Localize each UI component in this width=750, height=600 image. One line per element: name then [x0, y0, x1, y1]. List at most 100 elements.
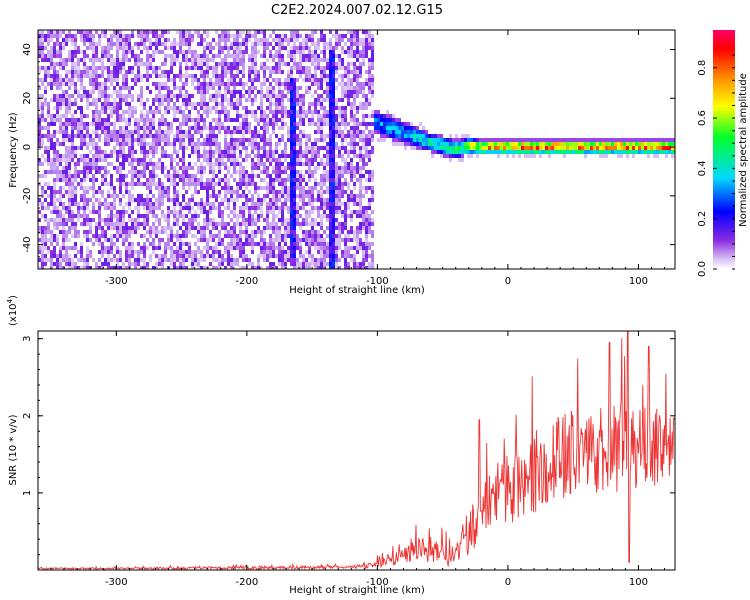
- spectrogram-cell: [122, 42, 125, 46]
- spectrogram-cell: [176, 162, 179, 166]
- spectrogram-cell: [296, 194, 299, 198]
- spectrogram-cell: [329, 198, 332, 202]
- spectrogram-cell: [170, 90, 173, 94]
- spectrogram-cell: [230, 266, 233, 269]
- spectrogram-cell: [458, 158, 461, 162]
- spectrogram-cell: [83, 38, 86, 42]
- spectrogram-cell: [92, 158, 95, 162]
- spectrogram-cell: [215, 146, 218, 150]
- spectrogram-cell: [269, 50, 272, 54]
- spectrogram-cell: [371, 262, 374, 266]
- spectrogram-cell: [338, 186, 341, 190]
- spectrogram-cell: [62, 158, 65, 162]
- spectrogram-cell: [317, 86, 320, 90]
- spectrogram-cell: [182, 122, 185, 126]
- spectrogram-cell: [65, 90, 68, 94]
- spectrogram-cell: [167, 198, 170, 202]
- spectrogram-cell: [86, 218, 89, 222]
- spectrogram-cell: [293, 262, 296, 266]
- spectrogram-cell: [143, 154, 146, 158]
- spectrogram-cell: [350, 150, 353, 154]
- spectrogram-cell: [182, 58, 185, 62]
- spectrogram-cell: [281, 234, 284, 238]
- spectrogram-cell: [332, 114, 335, 118]
- spectrogram-cell: [149, 158, 152, 162]
- spectrogram-cell: [341, 50, 344, 54]
- spectrogram-cell: [38, 102, 41, 106]
- spectrogram-cell: [299, 66, 302, 70]
- spectrogram-cell: [329, 178, 332, 182]
- spectrogram-cell: [179, 262, 182, 266]
- spectrogram-cell: [182, 110, 185, 114]
- spectrogram-cell: [200, 126, 203, 130]
- spectrogram-cell: [359, 106, 362, 110]
- spectrogram-cell: [263, 250, 266, 254]
- spectrogram-cell: [260, 102, 263, 106]
- spectrogram-cell: [353, 154, 356, 158]
- spectrogram-cell: [110, 238, 113, 242]
- spectrogram-cell: [335, 30, 338, 34]
- spectrogram-cell: [203, 122, 206, 126]
- spectrogram-cell: [215, 110, 218, 114]
- spectrogram-cell: [332, 82, 335, 86]
- spectrogram-cell: [110, 266, 113, 269]
- spectrogram-cell: [80, 242, 83, 246]
- spectrogram-cell: [113, 186, 116, 190]
- spectrogram-cell: [155, 34, 158, 38]
- spectrogram-cell: [155, 130, 158, 134]
- spectrogram-cell: [338, 62, 341, 66]
- spectrogram-cell: [233, 262, 236, 266]
- spectrogram-cell: [56, 262, 59, 266]
- spectrogram-cell: [200, 178, 203, 182]
- spectrogram-cell: [38, 126, 41, 130]
- spectrogram-cell: [302, 178, 305, 182]
- spectrogram-cell: [263, 142, 266, 146]
- spectrogram-cell: [356, 30, 359, 34]
- spectrogram-cell: [134, 74, 137, 78]
- spectrogram-cell: [329, 262, 332, 266]
- spectrogram-cell: [185, 146, 188, 150]
- spectrogram-cell: [308, 138, 311, 142]
- spectrogram-cell: [287, 254, 290, 258]
- spectrogram-cell: [140, 114, 143, 118]
- spectrogram-cell: [182, 242, 185, 246]
- spectrogram-cell: [353, 150, 356, 154]
- spectrogram-cell: [77, 170, 80, 174]
- spectrogram-cell: [305, 154, 308, 158]
- spectrogram-cell: [359, 238, 362, 242]
- spectrogram-cell: [290, 202, 293, 206]
- spectrogram-cell: [80, 34, 83, 38]
- spectrogram-cell: [413, 138, 416, 142]
- spectrogram-cell: [206, 30, 209, 34]
- spectrogram-cell: [140, 138, 143, 142]
- spectrogram-cell: [365, 50, 368, 54]
- spectrogram-cell: [137, 62, 140, 66]
- spectrogram-cell: [344, 266, 347, 269]
- spectrogram-cell: [317, 150, 320, 154]
- spectrogram-cell: [368, 86, 371, 90]
- spectrogram-cell: [326, 42, 329, 46]
- spectrogram-cell: [194, 58, 197, 62]
- spectrogram-cell: [356, 142, 359, 146]
- spectrogram-cell: [200, 106, 203, 110]
- spectrogram-cell: [293, 42, 296, 46]
- spectrogram-cell: [332, 170, 335, 174]
- spectrogram-cell: [272, 254, 275, 258]
- spectrogram-cell: [47, 218, 50, 222]
- spectrogram-cell: [305, 150, 308, 154]
- spectrogram-cell: [71, 210, 74, 214]
- spectrogram-cell: [380, 122, 383, 126]
- spectrogram-cell: [44, 262, 47, 266]
- spectrogram-cell: [344, 226, 347, 230]
- spectrogram-cell: [338, 110, 341, 114]
- spectrogram-cell: [206, 226, 209, 230]
- spectrogram-cell: [116, 142, 119, 146]
- spectrogram-cell: [110, 134, 113, 138]
- spectrogram-cell: [326, 190, 329, 194]
- spectrogram-cell: [122, 234, 125, 238]
- spectrogram-cell: [317, 198, 320, 202]
- spectrogram-cell: [320, 242, 323, 246]
- spectrogram-cell: [467, 154, 470, 158]
- spectrogram-cell: [332, 106, 335, 110]
- spectrogram-cell: [257, 198, 260, 202]
